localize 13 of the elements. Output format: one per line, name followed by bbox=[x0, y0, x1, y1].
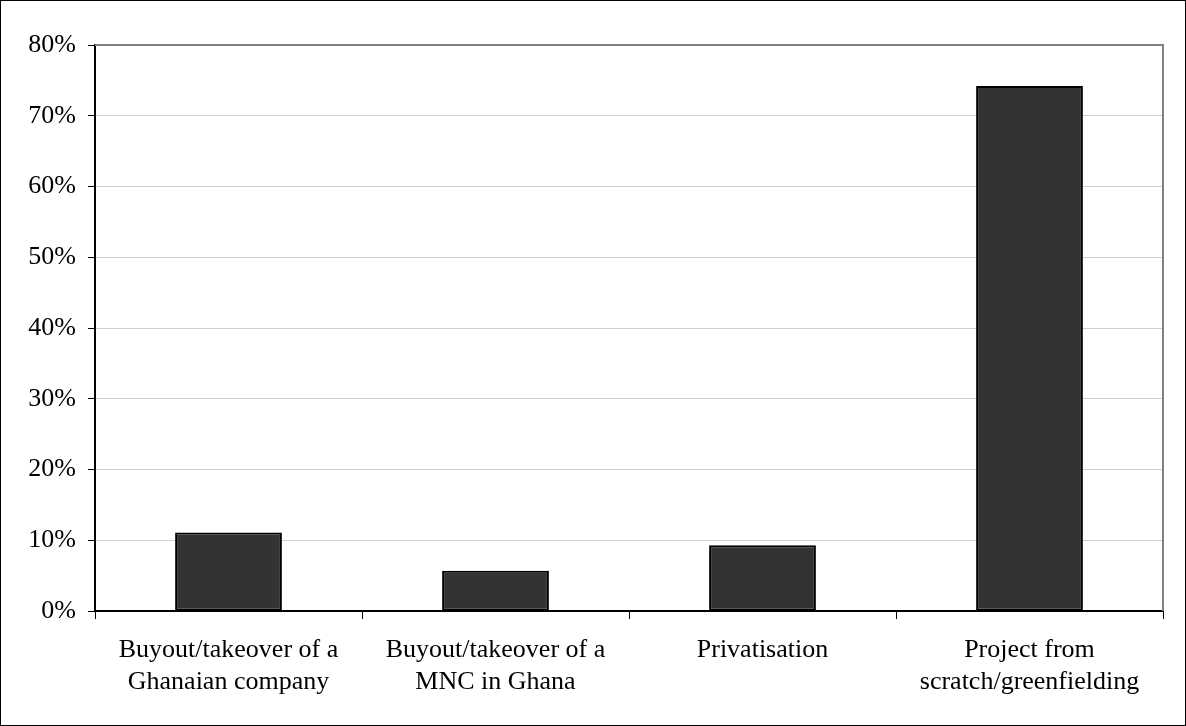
y-tick-label: 0% bbox=[41, 594, 76, 624]
y-tick-label: 50% bbox=[28, 241, 76, 271]
y-tick-label: 80% bbox=[28, 28, 76, 58]
x-tick-label: Project from scratch/greenfielding bbox=[919, 634, 1140, 695]
y-tick-label: 20% bbox=[28, 453, 76, 483]
y-tick-label: 40% bbox=[28, 311, 76, 341]
y-tick-label: 70% bbox=[28, 99, 76, 129]
x-tick-label: Buyout/takeover of a MNC in Ghana bbox=[385, 634, 606, 695]
y-tick-label: 60% bbox=[28, 170, 76, 200]
y-tick-label: 30% bbox=[28, 382, 76, 412]
x-tick-label: Buyout/takeover of a Ghanaian company bbox=[118, 634, 339, 695]
y-tick-label: 10% bbox=[28, 524, 76, 554]
x-tick-label: Privatisation bbox=[696, 634, 829, 664]
